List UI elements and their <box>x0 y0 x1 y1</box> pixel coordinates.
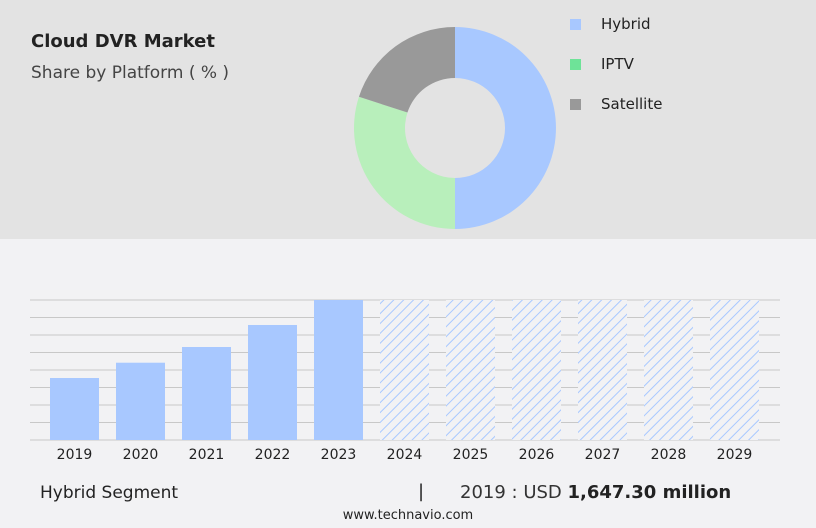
year-label: 2029 <box>717 447 753 463</box>
year-label: 2026 <box>519 447 555 463</box>
segment-value: 2019 : USD 1,647.30 million <box>460 482 731 503</box>
forecast-bar-2026 <box>512 300 561 440</box>
forecast-bar-2029 <box>710 300 759 440</box>
bar-2023 <box>314 300 363 440</box>
footer-separator: | <box>418 481 425 502</box>
forecast-bar-2024 <box>380 300 429 440</box>
legend-label: Satellite <box>601 95 663 113</box>
donut-slice-iptv <box>353 96 455 230</box>
chart-subtitle: Share by Platform ( % ) <box>31 63 230 83</box>
year-label: 2027 <box>585 447 621 463</box>
year-label: 2028 <box>651 447 687 463</box>
year-label: 2019 <box>57 447 93 463</box>
legend-label: IPTV <box>601 55 634 73</box>
year-label: 2022 <box>255 447 291 463</box>
value-amount: 1,647.30 million <box>567 482 732 503</box>
forecast-bar-2028 <box>644 300 693 440</box>
year-label: 2024 <box>387 447 423 463</box>
bar-2021 <box>182 347 231 440</box>
forecast-bar-2027 <box>578 300 627 440</box>
legend-swatch <box>570 98 581 110</box>
site-url: www.technavio.com <box>342 508 474 523</box>
segment-label: Hybrid Segment <box>40 483 179 503</box>
year-label: 2025 <box>453 447 489 463</box>
donut-slice-hybrid <box>455 27 556 229</box>
year-label: 2021 <box>189 447 225 463</box>
year-label: 2023 <box>321 447 357 463</box>
legend-item-hybrid: Hybrid <box>570 15 651 33</box>
year-label: 2020 <box>123 447 159 463</box>
bar-2019 <box>50 378 99 440</box>
legend-swatch <box>570 58 581 70</box>
legend-label: Hybrid <box>601 15 651 33</box>
chart-title: Cloud DVR Market <box>31 31 215 52</box>
donut-slice-satellite <box>358 27 455 113</box>
value-prefix: 2019 : USD <box>460 482 568 503</box>
bar-2020 <box>116 362 165 440</box>
forecast-bar-2025 <box>446 300 495 440</box>
legend-item-satellite: Satellite <box>570 95 662 113</box>
legend-swatch <box>570 18 581 30</box>
legend-item-iptv: IPTV <box>570 55 634 73</box>
bar-2022 <box>248 324 297 440</box>
